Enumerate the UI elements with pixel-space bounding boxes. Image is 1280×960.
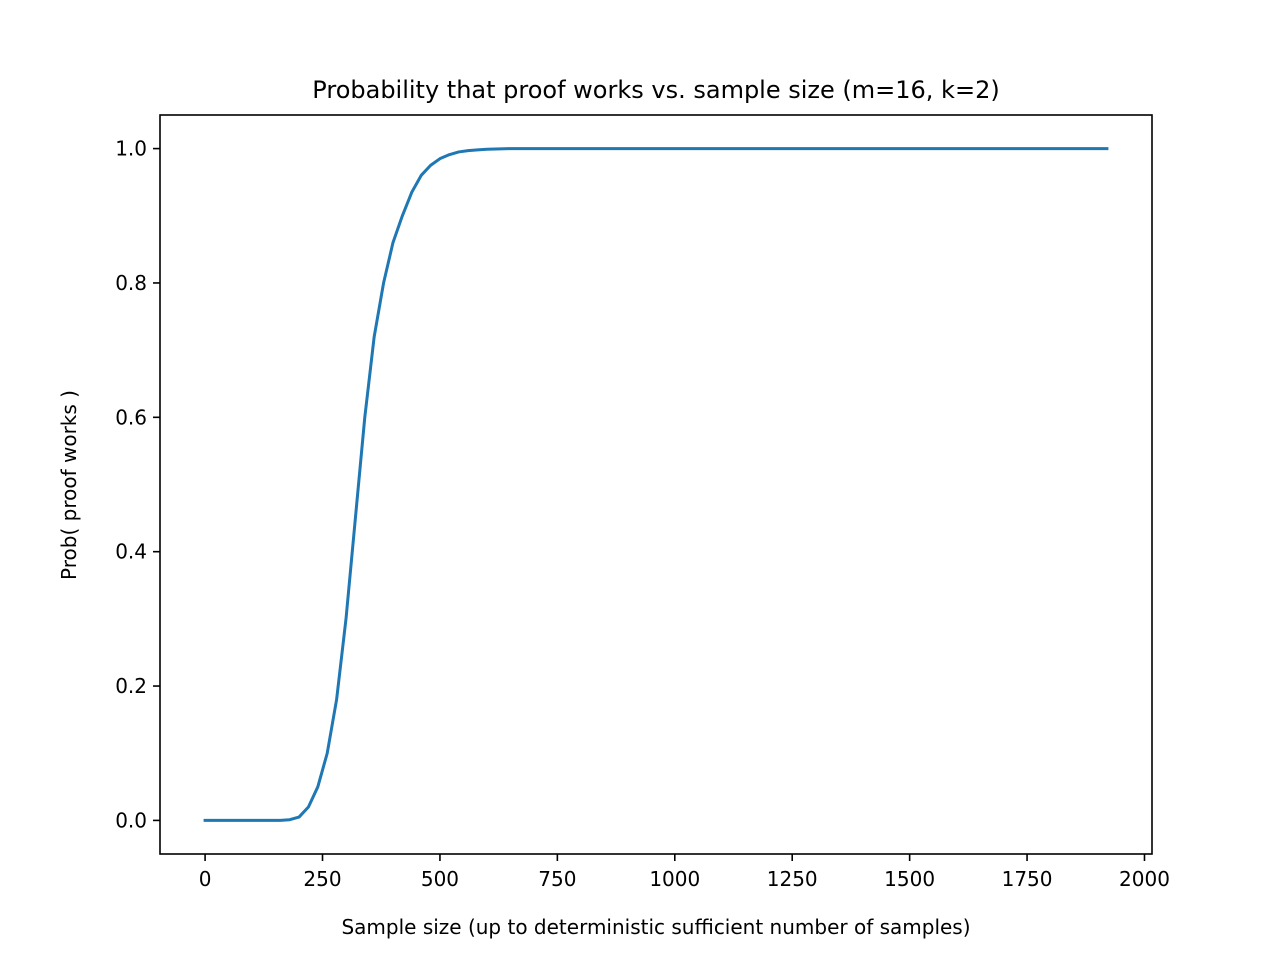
y-tick-label: 0.2 <box>115 674 147 698</box>
x-tick-label: 750 <box>538 867 576 891</box>
x-tick-label: 0 <box>199 867 212 891</box>
x-tick-label: 1500 <box>884 867 935 891</box>
plot-area <box>203 147 1109 822</box>
chart-title: Probability that proof works vs. sample … <box>312 76 999 104</box>
y-axis: 0.0 0.2 0.4 0.6 0.8 1.0 <box>115 137 160 832</box>
y-tick-label: 0.6 <box>115 405 147 429</box>
y-axis-label: Prob( proof works ) <box>57 390 81 580</box>
x-tick-label: 2000 <box>1119 867 1170 891</box>
series-line-0 <box>203 147 1109 822</box>
x-tick-label: 250 <box>303 867 341 891</box>
y-tick-label: 1.0 <box>115 137 147 161</box>
axes-frame <box>159 114 1153 855</box>
x-tick-label: 1750 <box>1002 867 1053 891</box>
x-tick-label: 1000 <box>649 867 700 891</box>
x-axis-label: Sample size (up to deterministic suffici… <box>341 915 970 939</box>
x-tick-label: 1250 <box>767 867 818 891</box>
y-tick-label: 0.0 <box>115 808 147 832</box>
x-tick-label: 500 <box>421 867 459 891</box>
y-tick-label: 0.8 <box>115 271 147 295</box>
x-axis: 0 250 500 750 1000 1250 1500 1750 2000 <box>199 854 1170 891</box>
y-tick-label: 0.4 <box>115 540 147 564</box>
